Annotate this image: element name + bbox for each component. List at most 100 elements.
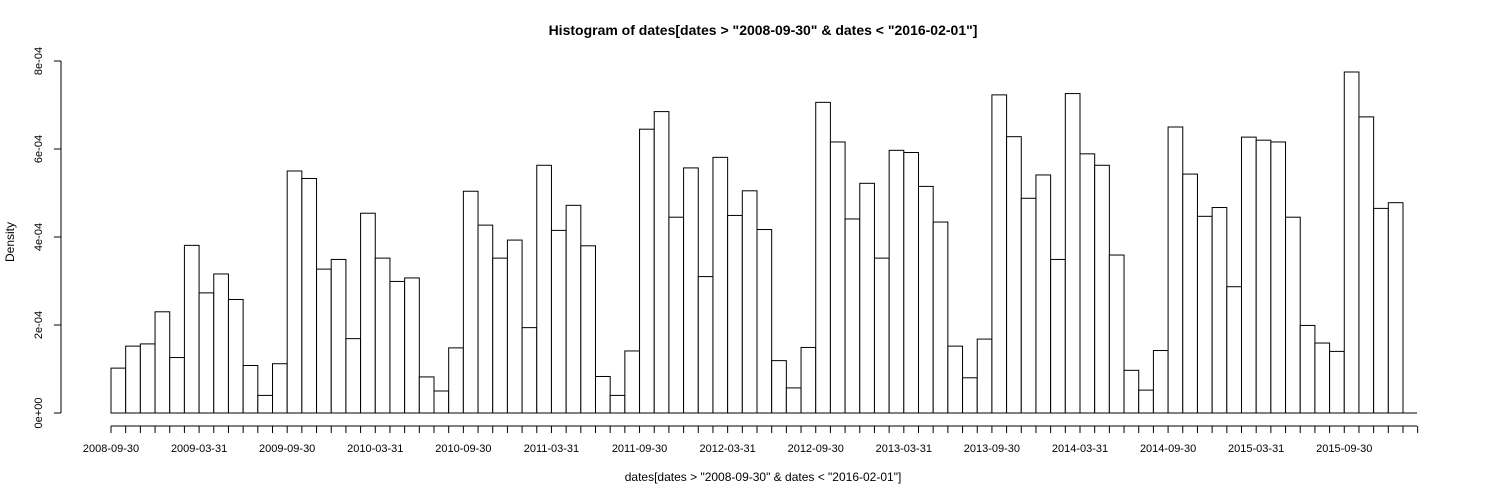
y-tick-label: 4e-04 — [33, 223, 45, 251]
histogram-bar — [873, 257, 890, 414]
histogram-bar — [1050, 258, 1066, 414]
histogram-bar — [1079, 153, 1096, 414]
histogram-bar — [139, 343, 156, 414]
histogram-bar — [433, 390, 450, 414]
histogram-bar — [1020, 197, 1037, 414]
histogram-bar — [1211, 207, 1228, 414]
histogram-bar — [462, 190, 479, 414]
x-axis: 2008-09-30 2009-03-31 2009-09-30 2010-03-31… — [83, 425, 1419, 455]
histogram-bar — [301, 177, 318, 414]
x-tick-label: 2015-03-31 — [1228, 443, 1284, 455]
histogram-bar — [844, 218, 861, 414]
histogram-bar — [1270, 141, 1287, 414]
histogram-bar — [976, 338, 993, 414]
histogram-bar — [418, 376, 435, 414]
histogram-bar — [668, 216, 685, 414]
x-tick-label: 2010-09-30 — [435, 443, 491, 455]
histogram-bar — [785, 387, 802, 414]
histogram-bar — [1182, 173, 1198, 414]
histogram-bar — [903, 152, 920, 414]
histogram-bar — [815, 101, 831, 414]
y-tick-label: 2e-04 — [33, 311, 45, 339]
histogram-bar — [1094, 164, 1110, 414]
chart-title: Histogram of dates[dates > "2008-09-30" … — [549, 22, 978, 38]
histogram-bar — [727, 214, 743, 414]
x-tick-label: 2011-09-30 — [612, 443, 667, 455]
histogram-bar — [550, 229, 567, 414]
histogram-bar — [330, 258, 347, 414]
histogram-bar — [227, 298, 244, 414]
histogram-bar — [1035, 174, 1052, 414]
histogram-bar — [272, 363, 288, 414]
y-tick-label: 8e-04 — [33, 47, 45, 75]
x-tick-label: 2008-09-30 — [83, 443, 139, 455]
y-tick-label: 0e+00 — [33, 398, 45, 429]
histogram-bar — [286, 170, 303, 414]
histogram-bar — [110, 367, 127, 414]
histogram-bar — [829, 141, 846, 414]
x-tick-label: 2009-03-31 — [171, 443, 227, 455]
bars-group — [110, 71, 1417, 414]
histogram-bar — [374, 257, 391, 414]
x-tick-label: 2011-03-31 — [524, 443, 579, 455]
histogram-bar — [1314, 342, 1331, 414]
x-tick-label: 2012-09-30 — [788, 443, 844, 455]
histogram-bar — [639, 128, 655, 414]
histogram-bar — [1138, 389, 1154, 414]
histogram-bar — [1255, 139, 1272, 414]
histogram-bar — [771, 360, 787, 414]
histogram-bar — [1108, 254, 1125, 414]
histogram-bar — [257, 394, 274, 414]
histogram-bar — [448, 347, 464, 414]
histogram-bar — [565, 204, 582, 414]
histogram-bar — [609, 394, 626, 414]
x-tick-label: 2014-09-30 — [1140, 443, 1196, 455]
histogram-bar — [1387, 202, 1404, 414]
y-axis-label: Density — [3, 222, 17, 262]
y-tick-label: 6e-04 — [33, 135, 45, 163]
histogram-bar — [962, 377, 978, 414]
histogram-bar — [492, 257, 508, 414]
histogram-bar — [1373, 207, 1389, 414]
histogram-bar — [888, 149, 905, 414]
histogram-bar — [580, 245, 597, 414]
histogram-bar — [316, 268, 332, 414]
histogram-bar — [506, 239, 523, 414]
histogram-bar — [169, 357, 185, 414]
histogram-bar — [389, 280, 406, 414]
histogram-bar — [683, 167, 699, 414]
histogram-bar — [1285, 216, 1301, 414]
histogram-bar — [154, 311, 171, 414]
histogram-bar — [1196, 215, 1213, 414]
histogram-bar — [1226, 286, 1242, 414]
histogram-bar — [125, 345, 141, 414]
x-tick-label: 2009-09-30 — [259, 443, 315, 455]
histogram-bar — [536, 164, 552, 414]
x-tick-label: 2014-03-31 — [1052, 443, 1108, 455]
histogram-bar — [653, 111, 670, 414]
histogram-bar — [1123, 369, 1140, 414]
histogram-bar — [183, 244, 200, 414]
histogram-bar — [1358, 116, 1375, 414]
histogram-bar — [918, 185, 934, 414]
histogram-bar — [1006, 136, 1022, 414]
histogram-bar — [1152, 350, 1169, 414]
histogram-bar — [242, 364, 259, 414]
histogram-bar — [404, 277, 420, 414]
histogram-bar — [859, 182, 875, 414]
histogram-bar — [947, 345, 964, 414]
histogram-bar — [712, 156, 729, 414]
histogram-bar — [741, 190, 758, 414]
histogram-bar — [1167, 126, 1184, 414]
x-tick-label: 2012-03-31 — [699, 443, 755, 455]
histogram-bar — [800, 346, 817, 414]
histogram-bar — [1241, 136, 1257, 414]
histogram-bar — [756, 229, 773, 414]
histogram-bar — [1299, 324, 1316, 414]
x-tick-label: 2013-03-31 — [876, 443, 932, 455]
histogram-bar — [345, 338, 362, 414]
histogram-bar — [697, 276, 714, 414]
histogram-bar — [991, 94, 1008, 414]
histogram-bar — [477, 224, 494, 414]
x-tick-label: 2013-09-30 — [964, 443, 1020, 455]
